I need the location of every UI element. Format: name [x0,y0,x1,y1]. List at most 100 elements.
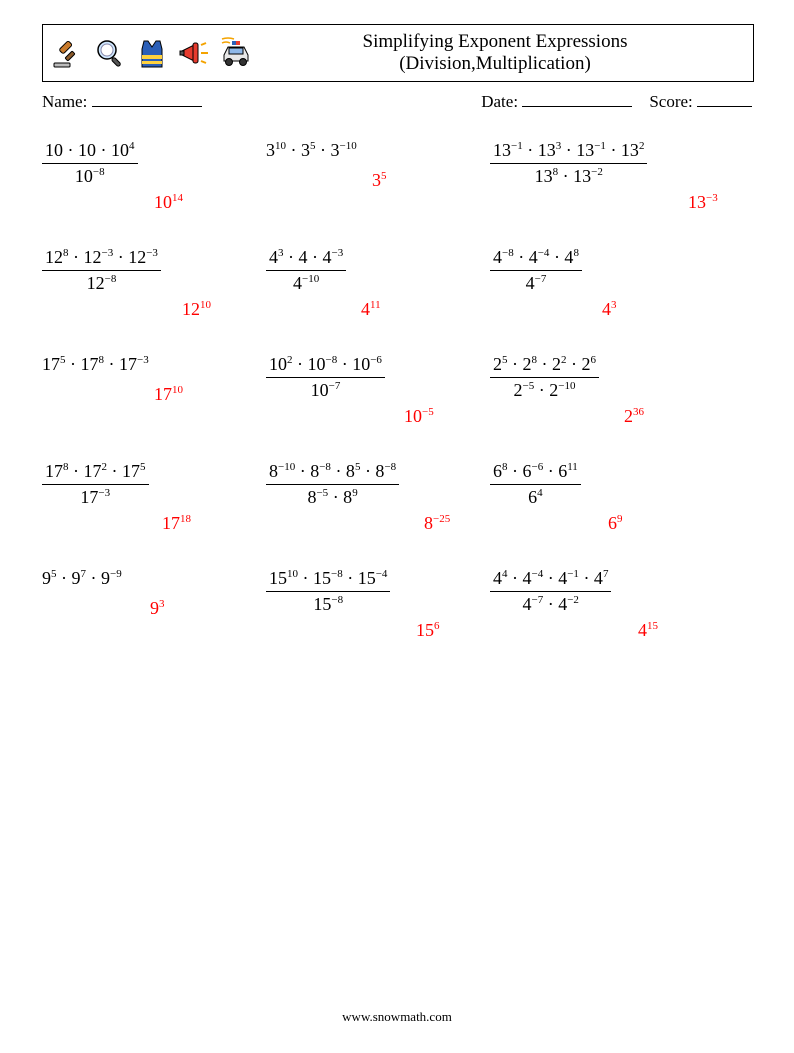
denominator: 17−3 [42,484,149,508]
name-blank [92,92,202,107]
problem: 10 · 10 · 10410−8 [42,140,266,187]
problem-cell: 68 · 6−6 · 6116469 [490,461,752,508]
denominator: 4−10 [266,270,346,294]
footer: www.snowmath.com [0,1009,794,1025]
date-blank [522,92,632,107]
score-label: Score: [649,92,692,111]
fraction: 178 · 172 · 17517−3 [42,461,149,508]
gavel-icon [47,32,89,74]
answer: 1210 [182,299,211,320]
answer: 1710 [154,384,183,405]
denominator: 15−8 [266,591,390,615]
problem: 178 · 172 · 17517−3 [42,461,266,508]
vest-icon [131,32,173,74]
numerator: 178 · 172 · 175 [42,461,149,484]
numerator: 128 · 12−3 · 12−3 [42,247,161,270]
denominator: 138 · 13−2 [490,163,647,187]
denominator: 4−7 · 4−2 [490,591,611,615]
answer: 1014 [154,192,183,213]
problem-cell: 102 · 10−8 · 10−610−710−5 [266,354,490,401]
problem: 44 · 4−4 · 4−1 · 474−7 · 4−2 [490,568,752,615]
problem-cell: 44 · 4−4 · 4−1 · 474−7 · 4−2415 [490,568,752,615]
grid-row: 10 · 10 · 10410−81014310 · 35 · 3−103513… [42,140,752,187]
problem: 310 · 35 · 3−10 [266,140,490,161]
grid-row: 95 · 97 · 9−9931510 · 15−8 · 15−415−8156… [42,568,752,615]
header-icons [43,25,257,81]
answer: 236 [624,406,644,427]
fraction: 43 · 4 · 4−34−10 [266,247,346,294]
problem-grid: 10 · 10 · 10410−81014310 · 35 · 3−103513… [42,140,752,675]
problem: 102 · 10−8 · 10−610−7 [266,354,490,401]
problem-cell: 175 · 178 · 17−31710 [42,354,266,401]
fraction: 10 · 10 · 10410−8 [42,140,138,187]
date-label: Date: [481,92,518,111]
fraction: 102 · 10−8 · 10−610−7 [266,354,385,401]
fraction: 128 · 12−3 · 12−312−8 [42,247,161,294]
denominator: 10−8 [42,163,138,187]
denominator: 4−7 [490,270,582,294]
problem-cell: 128 · 12−3 · 12−312−81210 [42,247,266,294]
problem-cell: 13−1 · 133 · 13−1 · 132138 · 13−213−3 [490,140,752,187]
numerator: 25 · 28 · 22 · 26 [490,354,599,377]
score-blank [697,92,752,107]
fraction: 4−8 · 4−4 · 484−7 [490,247,582,294]
problem: 13−1 · 133 · 13−1 · 132138 · 13−2 [490,140,752,187]
problem: 128 · 12−3 · 12−312−8 [42,247,266,294]
answer: 1718 [162,513,191,534]
numerator: 68 · 6−6 · 611 [490,461,581,484]
problem-cell: 43 · 4 · 4−34−10411 [266,247,490,294]
title-line-2: (Division,Multiplication) [399,53,591,75]
problem: 8−10 · 8−8 · 85 · 8−88−5 · 89 [266,461,490,508]
problem-cell: 95 · 97 · 9−993 [42,568,266,615]
answer: 35 [372,170,387,191]
fraction: 25 · 28 · 22 · 262−5 · 2−10 [490,354,599,401]
numerator: 8−10 · 8−8 · 85 · 8−8 [266,461,399,484]
expression: 175 · 178 · 17−3 [42,354,149,375]
name-label: Name: [42,92,87,112]
problem: 4−8 · 4−4 · 484−7 [490,247,752,294]
numerator: 43 · 4 · 4−3 [266,247,346,270]
numerator: 10 · 10 · 104 [42,140,138,163]
expression: 310 · 35 · 3−10 [266,140,357,161]
answer: 43 [602,299,617,320]
problem: 68 · 6−6 · 61164 [490,461,752,508]
problem: 95 · 97 · 9−9 [42,568,266,589]
problem-cell: 8−10 · 8−8 · 85 · 8−88−5 · 898−25 [266,461,490,508]
answer: 69 [608,513,623,534]
numerator: 1510 · 15−8 · 15−4 [266,568,390,591]
fraction: 8−10 · 8−8 · 85 · 8−88−5 · 89 [266,461,399,508]
problem-cell: 10 · 10 · 10410−81014 [42,140,266,187]
problem: 43 · 4 · 4−34−10 [266,247,490,294]
problem-cell: 310 · 35 · 3−1035 [266,140,490,187]
fraction: 44 · 4−4 · 4−1 · 474−7 · 4−2 [490,568,611,615]
denominator: 8−5 · 89 [266,484,399,508]
fraction: 13−1 · 133 · 13−1 · 132138 · 13−2 [490,140,647,187]
problem: 175 · 178 · 17−3 [42,354,266,375]
numerator: 102 · 10−8 · 10−6 [266,354,385,377]
numerator: 13−1 · 133 · 13−1 · 132 [490,140,647,163]
problem: 25 · 28 · 22 · 262−5 · 2−10 [490,354,752,401]
title-line-1: Simplifying Exponent Expressions [363,31,628,53]
fraction: 68 · 6−6 · 61164 [490,461,581,508]
megaphone-icon [173,32,215,74]
answer: 415 [638,620,658,641]
numerator: 4−8 · 4−4 · 48 [490,247,582,270]
denominator: 64 [490,484,581,508]
problem-cell: 178 · 172 · 17517−31718 [42,461,266,508]
problem: 1510 · 15−8 · 15−415−8 [266,568,490,615]
expression: 95 · 97 · 9−9 [42,568,122,589]
header: Simplifying Exponent Expressions (Divisi… [42,24,754,82]
denominator: 10−7 [266,377,385,401]
answer: 13−3 [688,192,718,213]
denominator: 12−8 [42,270,161,294]
problem-cell: 1510 · 15−8 · 15−415−8156 [266,568,490,615]
numerator: 44 · 4−4 · 4−1 · 47 [490,568,611,591]
fraction: 1510 · 15−8 · 15−415−8 [266,568,390,615]
grid-row: 128 · 12−3 · 12−312−8121043 · 4 · 4−34−1… [42,247,752,294]
grid-row: 178 · 172 · 17517−317188−10 · 8−8 · 85 ·… [42,461,752,508]
denominator: 2−5 · 2−10 [490,377,599,401]
answer: 93 [150,598,165,619]
answer: 156 [416,620,440,641]
answer: 10−5 [404,406,434,427]
page: Simplifying Exponent Expressions (Divisi… [0,0,794,1053]
